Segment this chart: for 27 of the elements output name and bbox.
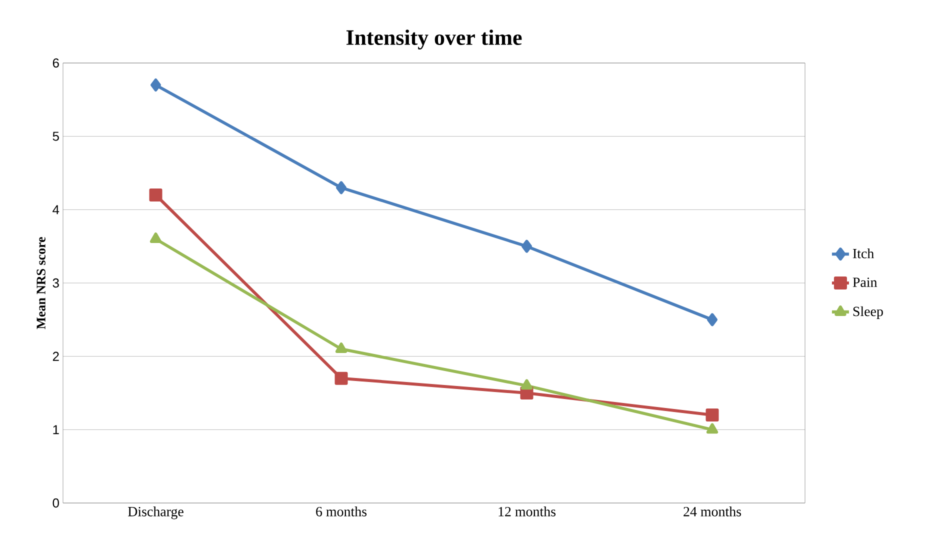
- y-tick-label: 0: [52, 498, 59, 508]
- point: [150, 78, 161, 92]
- x-tick-label: Discharge: [128, 506, 184, 520]
- point: [520, 379, 533, 390]
- y-tick-label: 3: [52, 278, 59, 288]
- y-tick-label: 5: [52, 132, 59, 141]
- legend-label: Pain: [852, 278, 878, 288]
- legend-label: Itch: [852, 248, 874, 258]
- chart-title: Intensity over time: [346, 30, 522, 50]
- y-tick-label: 1: [53, 425, 59, 434]
- point: [149, 188, 162, 202]
- point: [706, 408, 719, 422]
- point: [334, 372, 348, 385]
- y-tick-label: 4: [52, 205, 60, 214]
- point: [707, 313, 718, 326]
- point: [522, 240, 532, 253]
- point: [150, 232, 162, 243]
- point: [706, 423, 718, 434]
- x-tick-label: 24 months: [684, 506, 742, 516]
- x-tick-label: 12 months: [498, 506, 556, 516]
- point: [336, 181, 347, 194]
- y-tick-label: 6: [52, 58, 59, 68]
- x-tick-label: 6 months: [316, 506, 367, 516]
- y-axis-title: Mean NRS score: [36, 237, 46, 330]
- point: [335, 342, 348, 353]
- legend-label: Sleep: [853, 306, 883, 319]
- y-tick-label: 2: [52, 352, 59, 361]
